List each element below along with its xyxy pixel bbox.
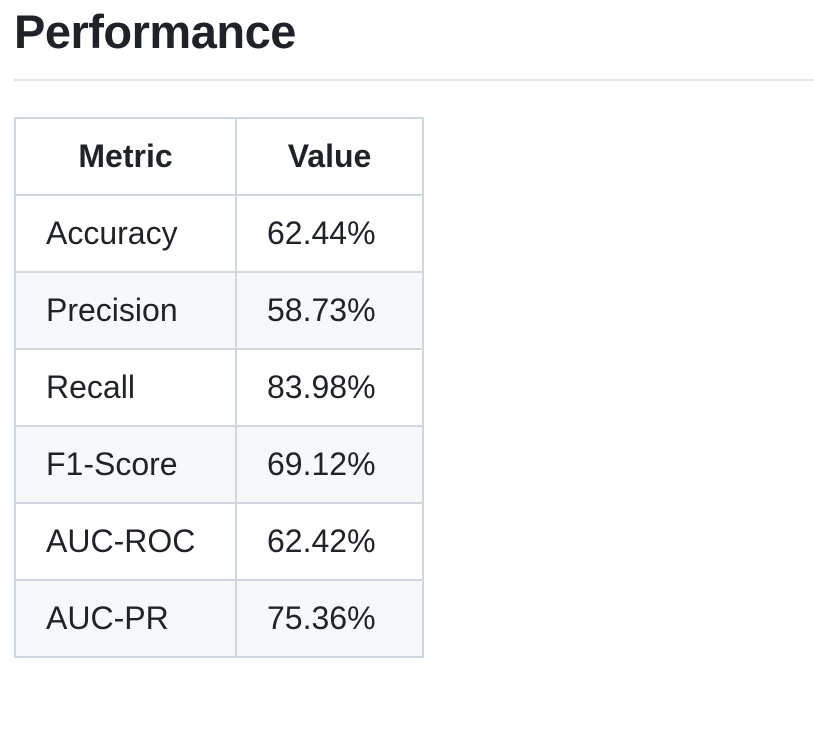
column-header: Metric xyxy=(14,117,237,196)
table-row: Precision 58.73% xyxy=(14,271,424,350)
table-row: F1-Score 69.12% xyxy=(14,425,424,504)
metric-value: 62.44% xyxy=(235,194,424,273)
metric-name: Accuracy xyxy=(14,194,237,273)
table-head: Metric Value xyxy=(14,117,424,196)
table-row: AUC-ROC 62.42% xyxy=(14,502,424,581)
metric-value: 69.12% xyxy=(235,425,424,504)
divider xyxy=(14,79,814,81)
column-header: Value xyxy=(235,117,424,196)
table-row: Accuracy 62.44% xyxy=(14,194,424,273)
metric-name: F1-Score xyxy=(14,425,237,504)
metric-value: 75.36% xyxy=(235,579,424,658)
table-row: AUC-PR 75.36% xyxy=(14,579,424,658)
metric-name: AUC-PR xyxy=(14,579,237,658)
metric-value: 83.98% xyxy=(235,348,424,427)
table-body: Accuracy 62.44% Precision 58.73% Recall 83.98… xyxy=(14,194,424,658)
table-row: Recall 83.98% xyxy=(14,348,424,427)
header-row: Metric Value xyxy=(14,117,424,196)
metric-name: Recall xyxy=(14,348,237,427)
metric-value: 62.42% xyxy=(235,502,424,581)
metric-name: Precision xyxy=(14,271,237,350)
metrics-table: Metric Value Accuracy 62.44% Precision 58.7… xyxy=(14,117,424,658)
metric-name: AUC-ROC xyxy=(14,502,237,581)
heading: Performance xyxy=(14,5,296,58)
metric-value: 58.73% xyxy=(235,271,424,350)
